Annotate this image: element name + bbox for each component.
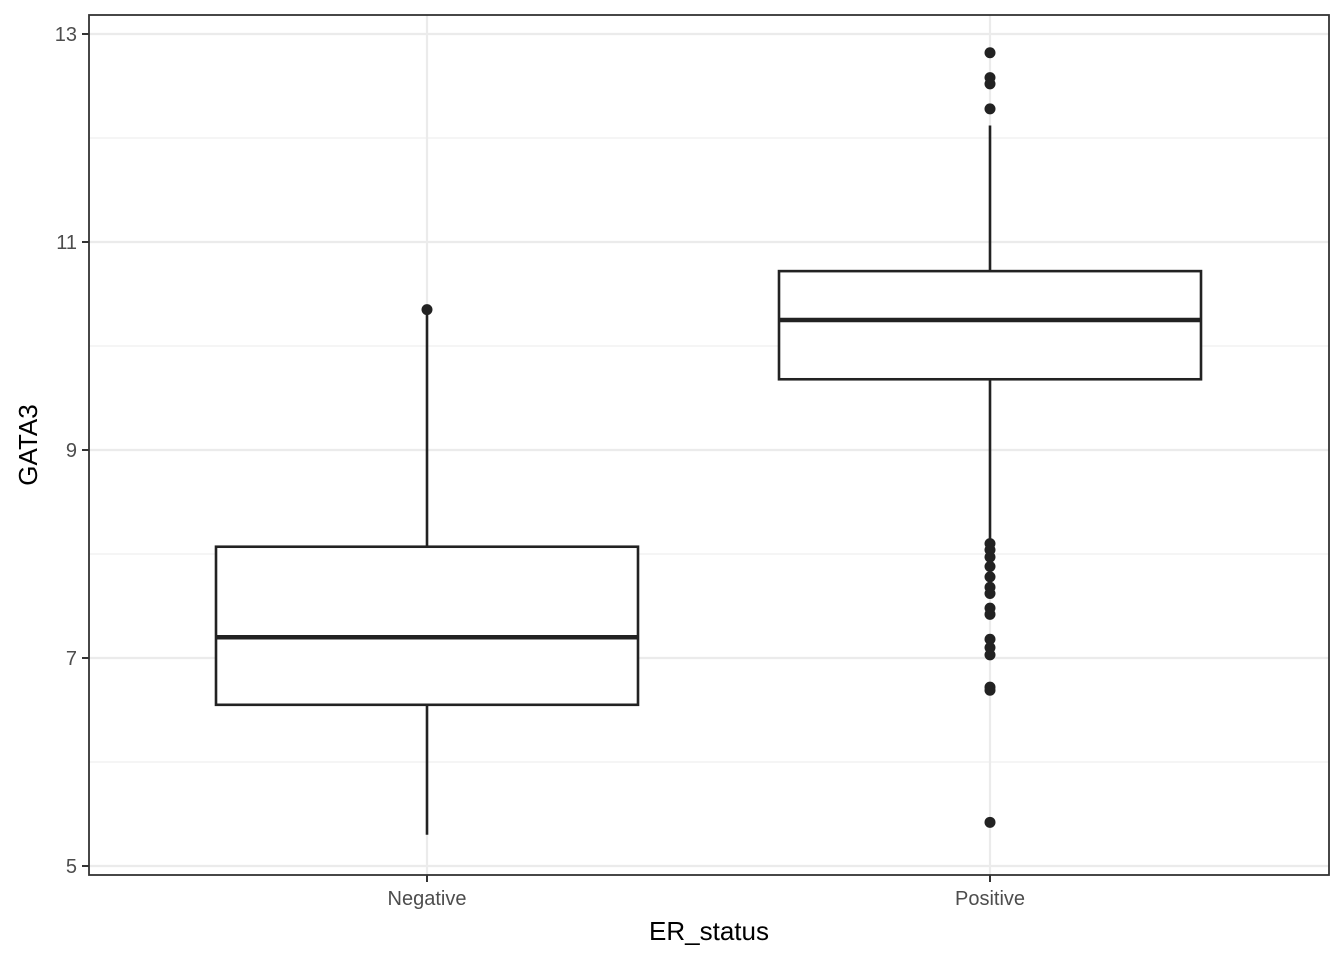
outlier-point [984, 47, 996, 59]
y-tick-label: 11 [56, 232, 77, 254]
outlier-point [984, 78, 996, 90]
iqr-box [214, 545, 640, 707]
outlier-point [984, 103, 996, 115]
x-tick-label: Positive [955, 888, 1025, 910]
outlier-point [984, 649, 996, 661]
y-tick-label: 13 [55, 24, 77, 46]
outlier-point [984, 816, 996, 828]
y-axis-title: GATA3 [13, 404, 43, 485]
outlier-point [984, 571, 996, 583]
outlier-point [984, 560, 996, 572]
outlier-point [984, 684, 996, 696]
panel-border [88, 14, 1330, 876]
y-tick-label: 5 [66, 856, 77, 878]
boxes [214, 47, 1203, 835]
iqr-box [777, 269, 1203, 381]
outlier-point [984, 633, 996, 645]
y-tick-label: 9 [66, 440, 77, 462]
outlier-point [984, 551, 996, 563]
box-group-positive [777, 47, 1203, 828]
axes: 5 7 9 11 13 Negative Positive [55, 24, 1025, 910]
outlier-point [421, 304, 433, 316]
box-group-negative [214, 304, 640, 835]
outlier-point [984, 608, 996, 620]
y-tick-label: 7 [66, 648, 77, 670]
x-tick-label: Negative [388, 888, 467, 910]
grid [89, 15, 1329, 875]
x-axis-title: ER_status [649, 916, 769, 946]
outlier-point [984, 588, 996, 600]
